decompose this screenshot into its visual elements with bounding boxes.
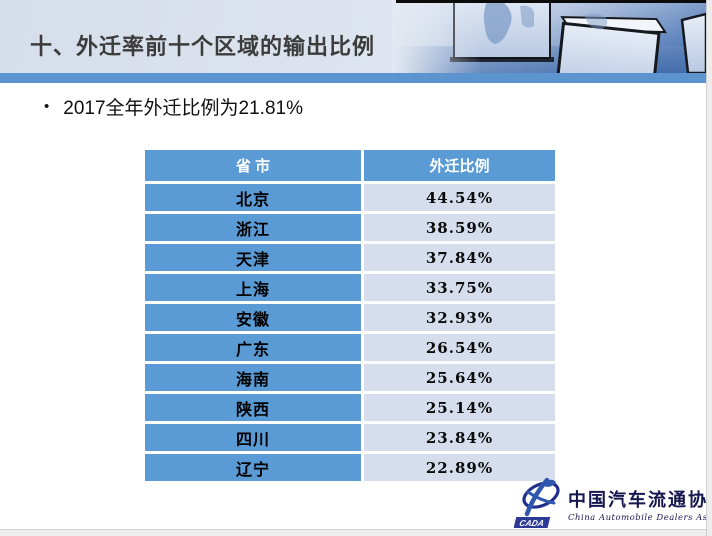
header-accent-bar bbox=[0, 73, 706, 83]
table-row: 天津 37.84% bbox=[145, 244, 555, 271]
ratio-cell: 38.59% bbox=[364, 214, 555, 241]
association-name-cn: 中国汽车流通协会 bbox=[568, 490, 712, 511]
bullet-text: 2017全年外迁比例为21.81% bbox=[63, 98, 303, 119]
table-header-row: 省 市 外迁比例 bbox=[145, 150, 555, 181]
table-row: 北京 44.54% bbox=[145, 184, 555, 211]
region-cell: 浙江 bbox=[145, 214, 364, 241]
table-row: 浙江 38.59% bbox=[145, 214, 555, 241]
ratio-cell: 44.54% bbox=[364, 184, 555, 211]
ratio-cell: 23.84% bbox=[364, 424, 555, 451]
ratio-cell: 22.89% bbox=[364, 454, 555, 481]
cada-emblem-icon: CADA bbox=[514, 478, 560, 528]
region-cell: 安徽 bbox=[145, 304, 364, 331]
region-cell: 辽宁 bbox=[145, 454, 364, 481]
cubes-globe-image bbox=[392, 0, 708, 97]
table-row: 四川 23.84% bbox=[145, 424, 555, 451]
cada-acronym: CADA bbox=[518, 518, 545, 528]
table-row: 上海 33.75% bbox=[145, 274, 555, 301]
table-row: 广东 26.54% bbox=[145, 334, 555, 361]
ratio-cell: 26.54% bbox=[364, 334, 555, 361]
cada-logo: CADA 中国汽车流通协会 China Automobile Dealers A… bbox=[514, 478, 712, 530]
page-title: 十、外迁率前十个区域的输出比例 bbox=[30, 34, 376, 59]
slide-header: 十、外迁率前十个区域的输出比例 bbox=[0, 0, 708, 97]
table-row: 辽宁 22.89% bbox=[145, 454, 555, 481]
table-header-ratio: 外迁比例 bbox=[364, 150, 555, 181]
region-cell: 天津 bbox=[145, 244, 364, 271]
ratio-cell: 37.84% bbox=[364, 244, 555, 271]
bullet-icon: • bbox=[44, 98, 50, 115]
table-header-region: 省 市 bbox=[145, 150, 364, 181]
ratio-cell: 32.93% bbox=[364, 304, 555, 331]
table-row: 陕西 25.14% bbox=[145, 394, 555, 421]
region-cell: 陕西 bbox=[145, 394, 364, 421]
region-cell: 北京 bbox=[145, 184, 364, 211]
viewer-edge-bottom bbox=[0, 529, 706, 536]
association-name-en: China Automobile Dealers Association bbox=[568, 513, 712, 523]
cubes-illustration bbox=[392, 0, 708, 97]
ratio-cell: 33.75% bbox=[364, 274, 555, 301]
ratio-cell: 25.14% bbox=[364, 394, 555, 421]
region-cell: 海南 bbox=[145, 364, 364, 391]
region-cell: 四川 bbox=[145, 424, 364, 451]
viewer-edge-right bbox=[706, 0, 712, 536]
cada-logo-text: 中国汽车流通协会 China Automobile Dealers Associ… bbox=[568, 478, 712, 523]
bullet-line: • 2017全年外迁比例为21.81% bbox=[44, 93, 303, 120]
table-row: 海南 25.64% bbox=[145, 364, 555, 391]
table-row: 安徽 32.93% bbox=[145, 304, 555, 331]
ratio-cell: 25.64% bbox=[364, 364, 555, 391]
region-cell: 上海 bbox=[145, 274, 364, 301]
region-cell: 广东 bbox=[145, 334, 364, 361]
relocation-table: 省 市 外迁比例 北京 44.54% 浙江 38.59% 天津 37.84% bbox=[145, 147, 555, 484]
